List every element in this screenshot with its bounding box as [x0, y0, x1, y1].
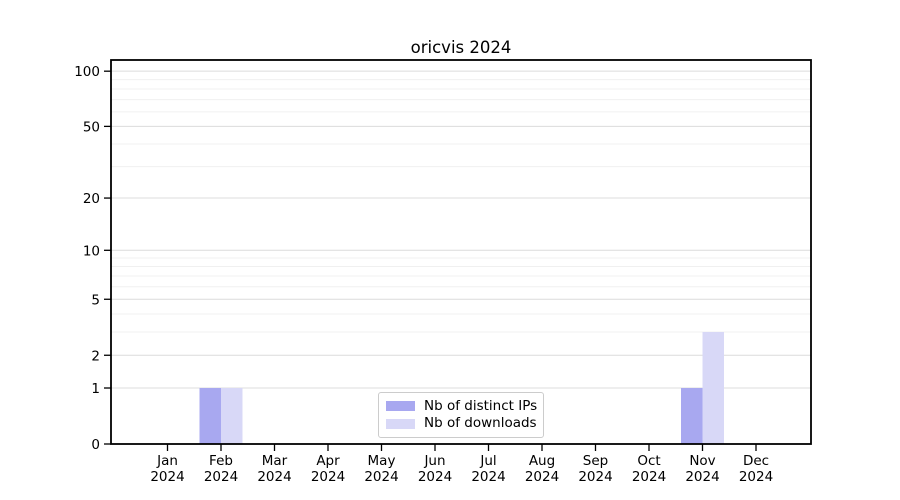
x-tick-label-year: 2024	[364, 469, 398, 485]
legend-item-distinct-ips: Nb of distinct IPs	[386, 397, 538, 414]
x-tick-label-month: Nov	[689, 453, 715, 469]
bar-downloads-nov	[702, 332, 724, 444]
x-tick-label-year: 2024	[632, 469, 666, 485]
x-tick-label-month: Jun	[423, 453, 445, 469]
x-tick-label-year: 2024	[204, 469, 238, 485]
x-tick-label-year: 2024	[418, 469, 452, 485]
legend-item-downloads: Nb of downloads	[386, 414, 537, 431]
x-tick-label-month: Oct	[637, 453, 660, 469]
x-tick-label-month: Sep	[583, 453, 608, 469]
x-tick-label-year: 2024	[578, 469, 612, 485]
legend-swatch-distinct-ips	[386, 401, 415, 412]
x-tick-label-year: 2024	[257, 469, 291, 485]
legend: Nb of distinct IPs Nb of downloads	[378, 392, 544, 438]
legend-label-downloads: Nb of downloads	[424, 414, 537, 431]
legend-label-distinct-ips: Nb of distinct IPs	[424, 397, 538, 414]
y-tick-label: 50	[83, 119, 100, 135]
x-tick-label-year: 2024	[311, 469, 345, 485]
bar-distinct-ips-nov	[681, 388, 703, 444]
y-tick-label: 10	[83, 243, 100, 259]
x-tick-label-year: 2024	[739, 469, 773, 485]
y-tick-label: 5	[91, 292, 100, 308]
x-tick-label-year: 2024	[150, 469, 184, 485]
x-tick-label-month: Dec	[743, 453, 769, 469]
x-tick-label-month: Jan	[156, 453, 178, 469]
y-tick-label: 100	[74, 64, 100, 80]
x-tick-label-year: 2024	[685, 469, 719, 485]
x-tick-label-month: Jul	[479, 453, 496, 469]
x-tick-label-year: 2024	[471, 469, 505, 485]
x-tick-label-month: May	[368, 453, 396, 469]
x-tick-label-month: Mar	[262, 453, 288, 469]
y-tick-label: 1	[91, 381, 100, 397]
x-tick-label-month: Aug	[529, 453, 555, 469]
legend-swatch-downloads	[386, 418, 415, 429]
x-tick-label-year: 2024	[525, 469, 559, 485]
x-tick-label-month: Feb	[209, 453, 233, 469]
y-tick-label: 2	[91, 348, 100, 364]
bar-downloads-feb	[221, 388, 243, 444]
y-tick-label: 0	[91, 437, 100, 453]
chart-title: oricvis 2024	[410, 38, 512, 57]
bar-distinct-ips-feb	[199, 388, 221, 444]
x-tick-label-month: Apr	[316, 453, 340, 469]
y-tick-label: 20	[83, 191, 100, 207]
plot-border	[110, 59, 812, 445]
